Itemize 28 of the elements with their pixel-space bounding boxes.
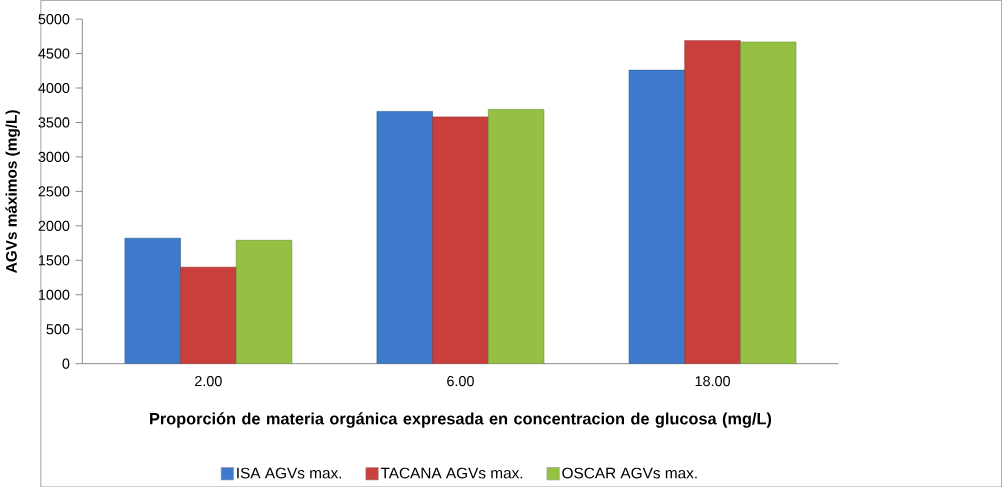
y-tick-label: 3000 bbox=[38, 151, 70, 162]
y-tick-label: 4500 bbox=[38, 48, 70, 59]
x-tick-label: 6.00 bbox=[447, 375, 474, 387]
bar bbox=[376, 110, 433, 364]
y-tick-label: 4000 bbox=[38, 82, 70, 93]
x-tick-label: 18.00 bbox=[695, 375, 730, 387]
bar bbox=[684, 39, 741, 364]
x-tick-label: 2.00 bbox=[195, 375, 222, 387]
legend-label: TACANA AGVs max. bbox=[380, 467, 523, 479]
bar bbox=[124, 237, 181, 364]
bar bbox=[432, 116, 489, 364]
bar bbox=[628, 69, 686, 364]
bar bbox=[487, 108, 545, 364]
bar bbox=[180, 266, 237, 364]
y-tick-label: 0 bbox=[62, 358, 70, 369]
y-tick-label: 2000 bbox=[38, 220, 70, 231]
bar bbox=[740, 41, 797, 364]
x-axis-title: Proporción de materia orgánica expresada en concentracion de glucosa (mg/L) bbox=[150, 412, 772, 428]
y-tick-label: 1500 bbox=[39, 255, 70, 266]
legend-label: ISA AGVs max. bbox=[237, 467, 342, 479]
y-tick-label: 3500 bbox=[38, 117, 70, 128]
y-tick-label: 1000 bbox=[39, 289, 70, 300]
y-axis-title: AGVs máximos (mg/L) bbox=[5, 110, 20, 273]
y-tick-label: 2500 bbox=[38, 186, 70, 197]
bar bbox=[235, 239, 293, 364]
y-tick-label: 5000 bbox=[38, 13, 70, 24]
y-tick-label: 500 bbox=[46, 323, 70, 335]
legend-label: OSCAR AGVs max. bbox=[562, 467, 697, 479]
